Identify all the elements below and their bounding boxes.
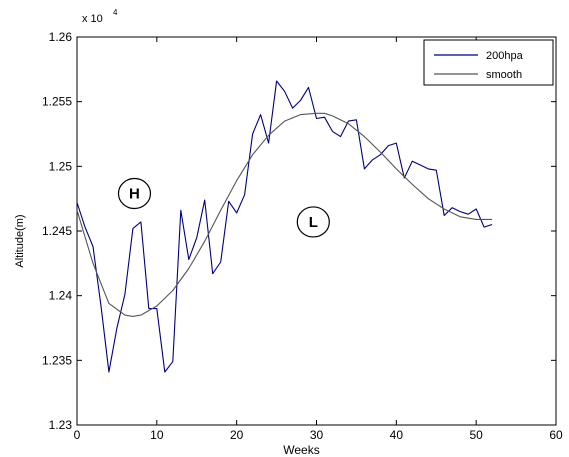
annotation-ellipse-L bbox=[296, 206, 330, 238]
x-axis-label: Weeks bbox=[283, 443, 319, 457]
y-tick-label: 1.255 bbox=[42, 95, 72, 109]
x-tick-label: 60 bbox=[549, 428, 563, 442]
annotation-label-H: H bbox=[129, 185, 140, 202]
legend: 200hpa smooth bbox=[423, 39, 554, 86]
x-tick-label: 30 bbox=[310, 428, 324, 442]
y-tick-label: 1.25 bbox=[49, 159, 73, 173]
annotation-label-L: L bbox=[309, 214, 318, 231]
series-line-smooth bbox=[76, 112, 493, 317]
y-tick-label: 1.235 bbox=[42, 353, 72, 367]
y-axis-multiplier-base: x 10 bbox=[82, 13, 103, 25]
legend-label-200hpa: 200hpa bbox=[486, 50, 524, 62]
series-lines bbox=[76, 80, 493, 373]
x-tick-label: 40 bbox=[390, 428, 404, 442]
y-axis-multiplier: x 10 4 bbox=[82, 8, 118, 25]
x-axis-ticks: 0 10 20 30 40 50 60 bbox=[74, 37, 563, 442]
legend-label-smooth: smooth bbox=[486, 69, 522, 81]
x-tick-label: 10 bbox=[150, 428, 164, 442]
y-tick-label: 1.245 bbox=[42, 224, 72, 238]
x-tick-label: 0 bbox=[74, 428, 81, 442]
annotation-ellipse-H bbox=[117, 177, 152, 210]
x-tick-label: 20 bbox=[230, 428, 244, 442]
y-tick-label: 1.23 bbox=[49, 418, 73, 432]
y-axis-ticks: 1.23 1.235 1.24 1.245 1.25 1.255 1.26 bbox=[42, 30, 556, 432]
y-axis-multiplier-exponent: 4 bbox=[113, 8, 118, 17]
x-tick-label: 50 bbox=[469, 428, 483, 442]
y-axis-label: Altitude(m) bbox=[14, 214, 26, 267]
annotations: HL bbox=[117, 177, 330, 238]
legend-box bbox=[423, 39, 554, 86]
y-tick-label: 1.26 bbox=[49, 30, 73, 44]
y-tick-label: 1.24 bbox=[49, 289, 73, 303]
series-line-200hpa bbox=[76, 80, 493, 373]
